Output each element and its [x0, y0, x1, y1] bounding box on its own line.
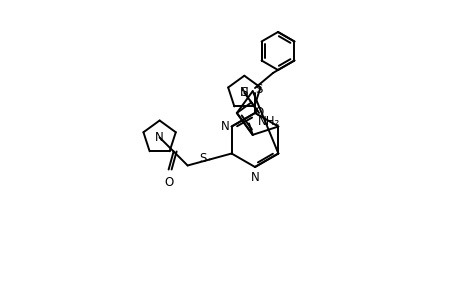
Text: N: N — [250, 171, 259, 184]
Text: S: S — [240, 85, 247, 98]
Text: NH₂: NH₂ — [257, 115, 280, 128]
Text: S: S — [255, 83, 263, 96]
Text: O: O — [164, 176, 173, 188]
Text: O: O — [254, 106, 263, 119]
Text: N: N — [220, 120, 229, 133]
Text: N: N — [240, 86, 248, 99]
Text: N: N — [155, 131, 164, 144]
Text: S: S — [199, 152, 206, 165]
